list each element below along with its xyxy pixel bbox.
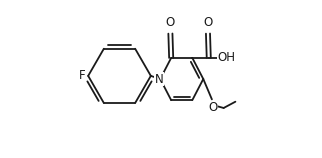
Text: O: O [204,16,213,29]
Text: O: O [208,101,217,114]
Text: O: O [166,16,175,29]
Text: OH: OH [217,51,235,64]
Text: N: N [155,73,164,85]
Text: F: F [79,69,85,82]
